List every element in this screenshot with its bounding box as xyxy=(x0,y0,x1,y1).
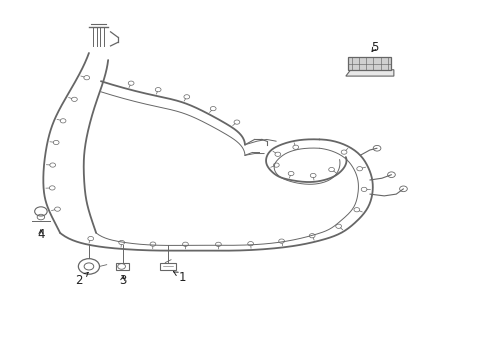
Text: 3: 3 xyxy=(119,274,126,287)
Text: 4: 4 xyxy=(37,228,45,241)
Text: 5: 5 xyxy=(371,41,378,54)
Text: 2: 2 xyxy=(75,273,88,287)
Polygon shape xyxy=(346,70,394,76)
Text: 1: 1 xyxy=(173,270,186,284)
Bar xyxy=(161,262,176,270)
Bar xyxy=(348,57,392,70)
Bar xyxy=(116,263,129,270)
